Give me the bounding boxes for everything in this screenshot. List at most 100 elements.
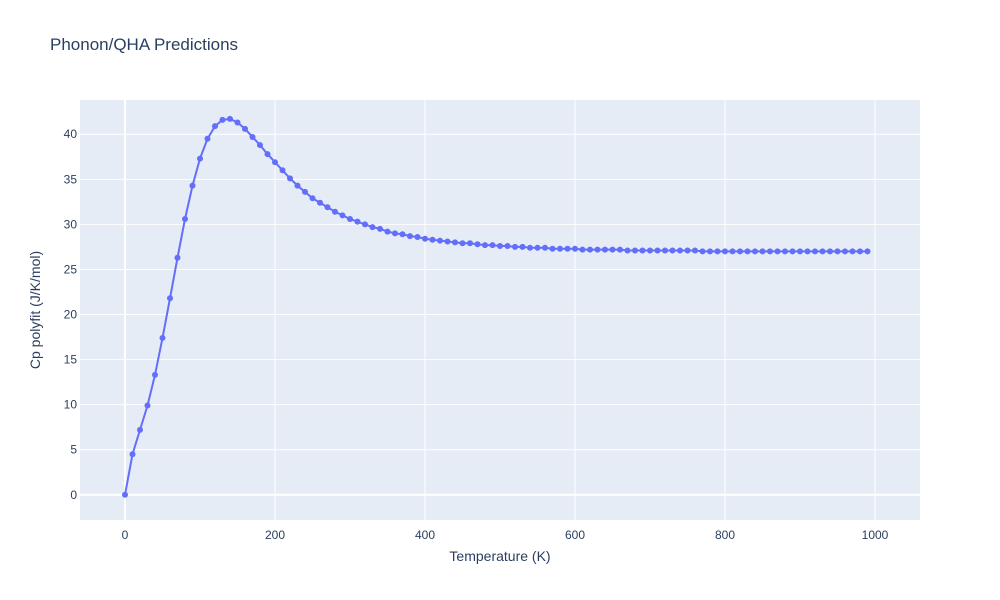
data-point (167, 295, 173, 302)
data-point (587, 246, 593, 253)
x-tick-labels: 0 200 400 600 800 1000 (122, 528, 889, 542)
data-point (137, 426, 143, 433)
data-point (309, 195, 316, 202)
grid-lines (80, 100, 920, 520)
data-point (369, 224, 376, 231)
data-point (249, 133, 256, 140)
data-point (534, 244, 541, 251)
data-point (677, 247, 683, 254)
data-point (144, 402, 151, 409)
data-point (497, 243, 503, 250)
data-point (399, 231, 406, 238)
data-point (422, 235, 428, 242)
data-point (287, 175, 293, 182)
data-point (354, 218, 361, 225)
data-point (452, 239, 458, 246)
x-tick-label: 600 (565, 528, 585, 542)
data-point (504, 243, 511, 250)
data-point (864, 248, 871, 255)
data-point (527, 244, 533, 251)
data-point (602, 246, 608, 253)
data-point (414, 233, 421, 240)
data-point (204, 135, 211, 142)
data-point (759, 248, 766, 255)
data-point (842, 248, 848, 255)
data-point (564, 245, 571, 252)
data-point (722, 248, 728, 255)
data-point (362, 221, 368, 228)
data-point (782, 248, 788, 255)
y-tick-label: 20 (64, 308, 78, 322)
x-tick-label: 1000 (862, 528, 889, 542)
data-point (257, 142, 263, 149)
data-point (789, 248, 796, 255)
data-point (242, 125, 248, 132)
data-point (332, 208, 338, 215)
y-tick-label: 5 (70, 443, 77, 457)
data-point (737, 248, 743, 255)
data-point (684, 247, 691, 254)
data-point (699, 248, 706, 255)
data-point (857, 248, 863, 255)
x-tick-label: 0 (122, 528, 129, 542)
data-point (774, 248, 781, 255)
data-point (819, 248, 826, 255)
data-point (572, 245, 578, 252)
data-point (324, 204, 331, 211)
data-point (512, 243, 518, 250)
data-point (744, 248, 751, 255)
data-point (714, 248, 721, 255)
data-point (264, 151, 271, 158)
y-tick-labels: 0 5 10 15 20 25 30 35 40 (64, 127, 78, 502)
data-point (594, 246, 601, 253)
data-point (219, 116, 226, 123)
data-point (227, 115, 233, 122)
data-point (617, 246, 623, 253)
data-point (467, 240, 473, 247)
data-point (189, 182, 196, 189)
data-point (849, 248, 856, 255)
y-tick-label: 15 (64, 353, 78, 367)
data-point (662, 247, 668, 254)
data-point (542, 244, 548, 251)
data-point (804, 248, 811, 255)
data-point (482, 242, 488, 249)
data-point (474, 241, 481, 248)
data-point (669, 247, 676, 254)
data-point (767, 248, 773, 255)
data-point (489, 242, 496, 249)
data-point (707, 248, 713, 255)
data-point (159, 334, 166, 341)
data-point (129, 451, 136, 458)
data-point (549, 245, 556, 252)
x-tick-label: 400 (415, 528, 435, 542)
data-point (279, 167, 286, 174)
data-point (624, 247, 631, 254)
data-point (557, 245, 563, 252)
series-cp-polyfit (122, 115, 871, 498)
x-tick-label: 200 (265, 528, 285, 542)
data-point (197, 155, 203, 162)
data-point (812, 248, 818, 255)
data-point (752, 248, 758, 255)
y-tick-label: 0 (70, 488, 77, 502)
data-point (174, 254, 181, 261)
data-point (317, 199, 323, 206)
data-point (152, 371, 158, 378)
data-point (639, 247, 646, 254)
data-point (459, 240, 466, 247)
data-point (444, 238, 451, 245)
data-point (294, 182, 301, 189)
y-tick-label: 10 (64, 398, 78, 412)
data-point (519, 243, 526, 250)
data-point (392, 230, 398, 237)
data-point (729, 248, 736, 255)
data-point (632, 247, 638, 254)
data-point (302, 188, 308, 195)
y-tick-label: 30 (64, 217, 78, 231)
y-axis-title: Cp polyfit (J/K/mol) (27, 251, 43, 369)
data-point (609, 246, 616, 253)
data-point (272, 159, 278, 166)
data-point (834, 248, 841, 255)
